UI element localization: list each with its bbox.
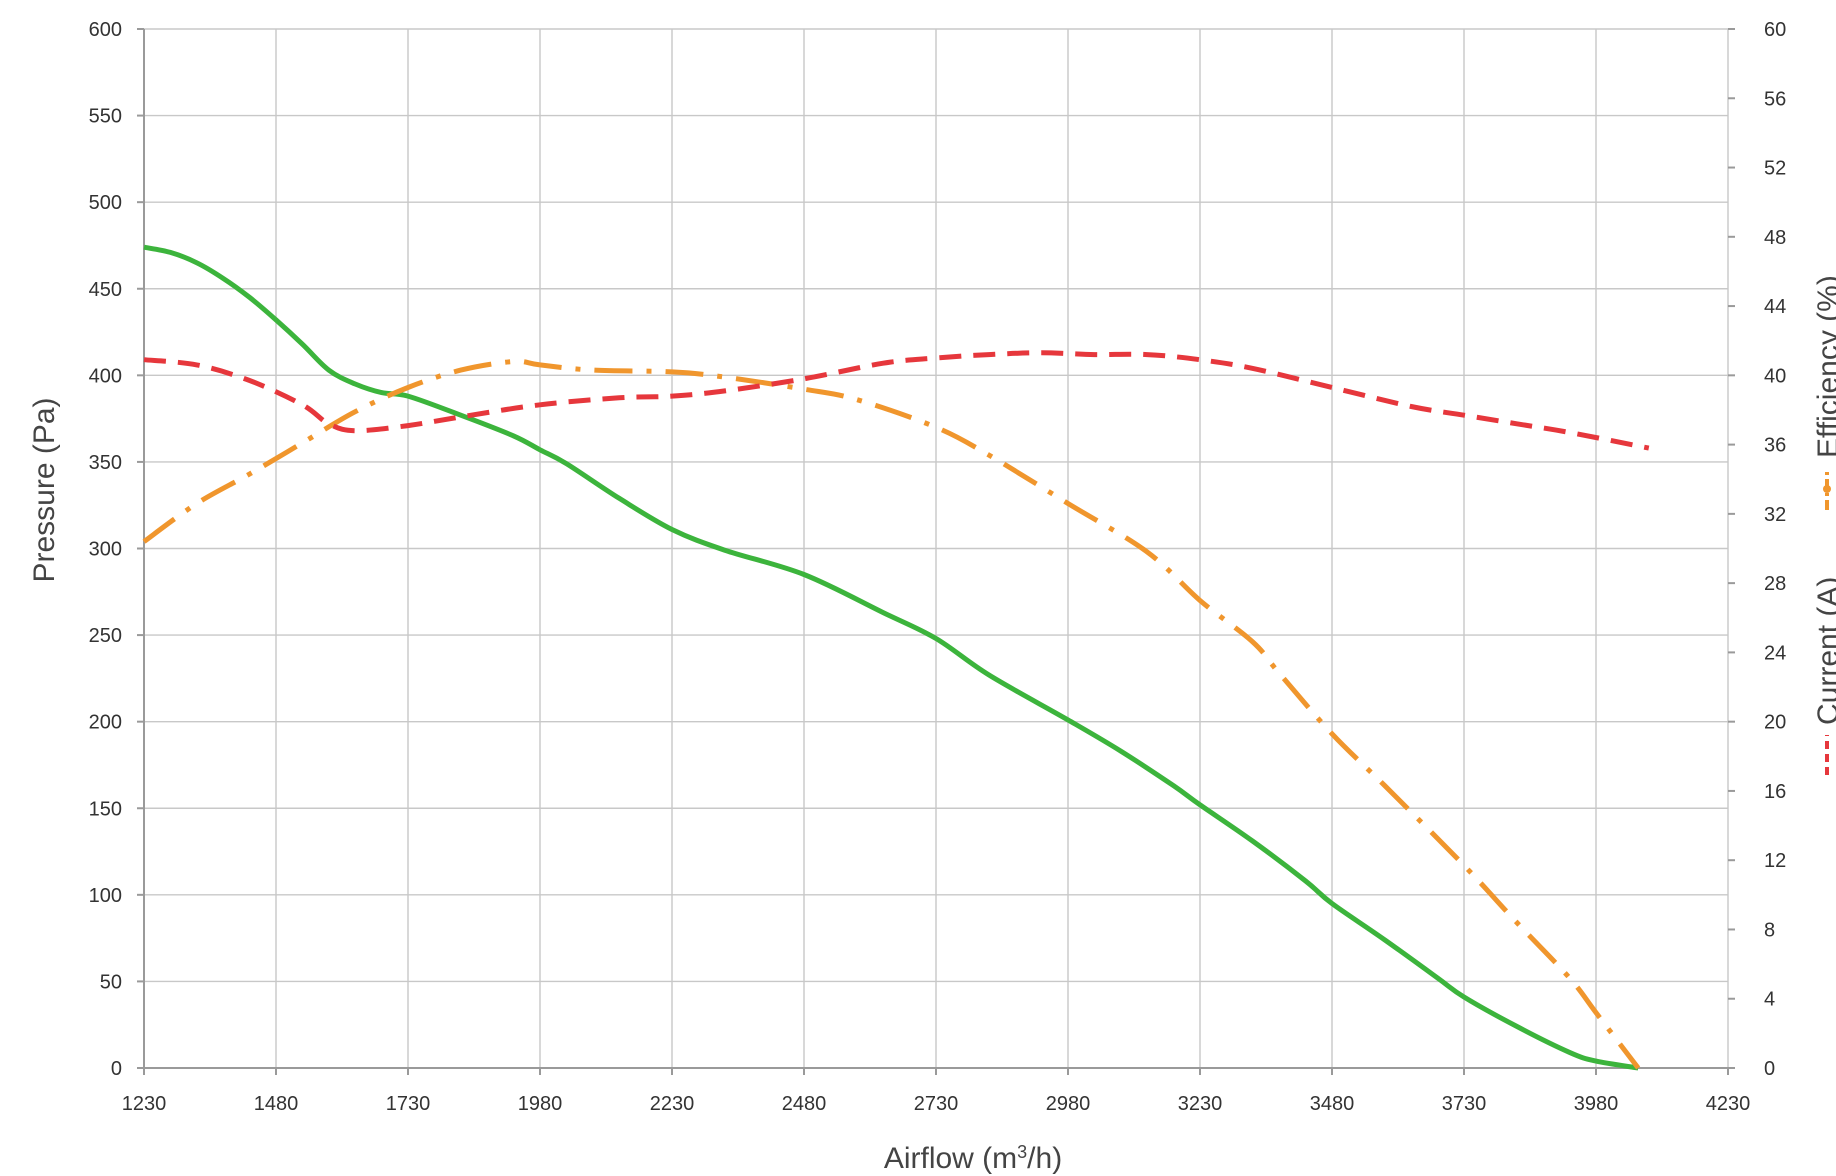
- y2-tick-label: 48: [1764, 227, 1786, 249]
- right-axis-legend: Current (A) Efficiency (%): [1812, 275, 1836, 775]
- x-axis-title-tail: /h): [1027, 1142, 1062, 1175]
- series: [142, 244, 1650, 1071]
- y2-tick-label: 28: [1764, 573, 1786, 595]
- y2-tick-label: 20: [1764, 712, 1786, 734]
- y-tick-label: 250: [89, 625, 122, 647]
- legend-marker-efficiency: [1823, 485, 1831, 493]
- y-axis-title: Pressure (Pa): [28, 397, 61, 582]
- series-line-efficiency: [142, 358, 1641, 1070]
- y2-tick-label: 12: [1764, 850, 1786, 872]
- y-tick-label: 600: [89, 19, 122, 41]
- y-tick-label: 50: [100, 971, 122, 993]
- gridlines: [144, 28, 1729, 1068]
- y2-tick-label: 16: [1764, 781, 1786, 803]
- y-tick-label: 450: [89, 279, 122, 301]
- x-tick-label: 2230: [650, 1093, 695, 1115]
- y-tick-label: 400: [89, 365, 122, 387]
- y2-tick-label: 24: [1764, 642, 1786, 664]
- x-tick-label: 2730: [914, 1093, 959, 1115]
- y2-tick-label: 52: [1764, 158, 1786, 180]
- y2-tick-label: 40: [1764, 365, 1786, 387]
- y-tick-label: 300: [89, 539, 122, 561]
- x-tick-label: 1730: [386, 1093, 431, 1115]
- x-tick-label: 4230: [1706, 1093, 1751, 1115]
- x-tick-label: 3730: [1442, 1093, 1487, 1115]
- y2-tick-label: 4: [1764, 989, 1775, 1011]
- series-line-pressure: [143, 244, 1639, 1071]
- y-tick-label: 500: [89, 192, 122, 214]
- y-tick-label: 150: [89, 798, 122, 820]
- legend-label-current: Current (A): [1812, 577, 1836, 725]
- y2-tick-label: 56: [1764, 88, 1786, 110]
- x-axis-title-main: Airflow (m: [884, 1142, 1017, 1175]
- axes: [137, 28, 1735, 1075]
- x-tick-label: 3230: [1178, 1093, 1223, 1115]
- x-tick-label: 2980: [1046, 1093, 1091, 1115]
- y-tick-label: 550: [89, 106, 122, 128]
- x-tick-label: 3980: [1574, 1093, 1619, 1115]
- y2-tick-label: 8: [1764, 919, 1775, 941]
- tick-labels: 0501001502002503003504004505005506001230…: [89, 19, 1787, 1115]
- legend-label-efficiency: Efficiency (%): [1812, 275, 1836, 458]
- y2-tick-label: 0: [1764, 1058, 1775, 1080]
- y2-tick-label: 36: [1764, 435, 1786, 457]
- x-tick-label: 1980: [518, 1093, 563, 1115]
- x-axis-title-sup: 3: [1017, 1142, 1027, 1162]
- y-tick-label: 100: [89, 885, 122, 907]
- y-tick-label: 200: [89, 712, 122, 734]
- x-tick-label: 3480: [1310, 1093, 1355, 1115]
- x-axis-title: Airflow (m3/h): [884, 1142, 1062, 1175]
- y2-tick-label: 44: [1764, 296, 1786, 318]
- y-tick-label: 0: [111, 1058, 122, 1080]
- x-tick-label: 2480: [782, 1093, 827, 1115]
- y2-tick-label: 60: [1764, 19, 1786, 41]
- x-tick-label: 1480: [254, 1093, 299, 1115]
- y-tick-label: 350: [89, 452, 122, 474]
- series-line-current: [143, 350, 1650, 451]
- x-tick-label: 1230: [122, 1093, 167, 1115]
- y2-tick-label: 32: [1764, 504, 1786, 526]
